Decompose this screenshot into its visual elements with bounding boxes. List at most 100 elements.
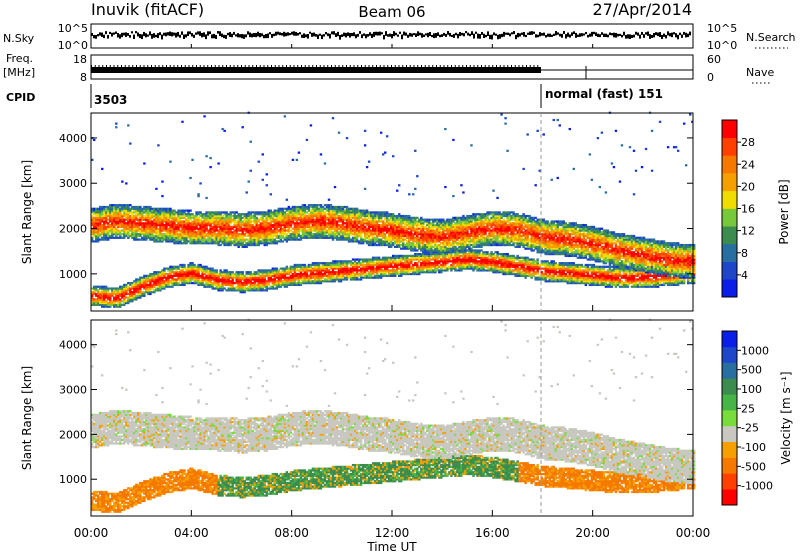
power-cell: [149, 292, 152, 296]
power-cell: [309, 124, 313, 127]
power-cell: [141, 276, 144, 279]
power-cell: [195, 278, 198, 281]
power-cell: [157, 218, 160, 221]
power-cell: [175, 236, 178, 239]
power-cell: [111, 218, 114, 221]
nsky-mark: [461, 32, 463, 36]
power-cell: [97, 229, 100, 232]
power-cell: [227, 240, 230, 243]
power-cell: [195, 282, 198, 285]
power-cell: [195, 216, 198, 219]
nsky-mark: [401, 34, 403, 40]
power-cell: [219, 240, 222, 243]
power-cell: [149, 227, 152, 230]
power-cell: [167, 236, 170, 239]
power-cell: [155, 227, 158, 230]
power-cell: [396, 189, 399, 192]
power-cell: [207, 272, 210, 276]
nsky-mark: [167, 32, 169, 36]
power-cell: [133, 216, 136, 219]
power-cell: [117, 233, 120, 236]
power-cell: [203, 272, 206, 276]
power-cell: [201, 240, 204, 243]
power-cell: [147, 233, 150, 236]
power-cell: [125, 227, 128, 230]
power-cell: [211, 271, 214, 274]
power-cell: [125, 300, 128, 303]
power-cell: [209, 269, 212, 272]
power-cell: [117, 305, 120, 308]
freq-tick: [387, 65, 389, 67]
nave-tick-bottom: 0: [707, 71, 714, 84]
nsky-mark: [435, 33, 437, 38]
power-cell: [167, 280, 170, 283]
power-cell: [219, 222, 222, 225]
power-cell: [179, 211, 182, 214]
nsky-mark: [337, 31, 339, 37]
power-cell: [157, 283, 160, 287]
freq-tick: [361, 65, 362, 67]
power-cell: [183, 267, 186, 270]
power-cell: [95, 234, 98, 238]
power-cell: [167, 269, 170, 272]
nsky-mark: [517, 32, 519, 38]
power-cell: [219, 269, 222, 272]
power-cell: [199, 227, 202, 230]
power-cell: [135, 233, 138, 236]
nsky-mark: [621, 34, 623, 38]
power-cell: [233, 220, 236, 223]
power-cell: [113, 236, 116, 239]
power-cell: [199, 280, 202, 283]
power-cell: [223, 220, 226, 223]
power-cell: [97, 300, 100, 303]
power-cell: [187, 234, 190, 238]
power-cell: [187, 216, 190, 219]
power-cell: [239, 272, 242, 276]
power-cell: [117, 225, 120, 229]
power-cell: [107, 305, 110, 308]
power-cell: [171, 224, 174, 227]
power-cell: [135, 229, 138, 232]
power-cell: [197, 224, 200, 227]
freq-tick: [184, 65, 186, 67]
power-cell: [163, 280, 166, 283]
power-cell: [181, 234, 184, 238]
freq-tick: [484, 65, 486, 67]
power-cell: [187, 265, 190, 268]
power-cell: [233, 233, 236, 236]
power-cell: [123, 298, 126, 301]
nsky-mark: [155, 34, 157, 38]
power-cell: [109, 305, 112, 308]
power-cell: [185, 224, 188, 227]
power-cell: [221, 271, 224, 274]
power-cell: [137, 289, 140, 292]
power-cell: [155, 283, 158, 287]
power-cell: [109, 220, 112, 223]
power-cell: [161, 216, 164, 219]
freq-tick: [417, 65, 419, 67]
power-cell: [91, 220, 94, 223]
power-cell: [199, 218, 202, 221]
power-cell: [215, 283, 218, 287]
power-cell: [189, 263, 192, 267]
power-cell: [107, 291, 110, 294]
power-cell: [169, 231, 172, 234]
power-cell: [117, 301, 120, 305]
power-cell: [149, 285, 152, 288]
power-cell: [297, 151, 301, 154]
power-cell: [91, 303, 94, 306]
power-cell: [139, 216, 142, 219]
power-cell: [177, 209, 180, 212]
power-cell: [177, 271, 180, 274]
power-cell: [123, 220, 126, 223]
power-cell: [113, 298, 116, 301]
power-cell: [159, 240, 162, 243]
nsky-mark: [657, 32, 659, 37]
power-cell: [177, 233, 180, 236]
power-cell: [137, 220, 140, 223]
power-cell: [103, 220, 106, 223]
power-cell: [155, 271, 158, 274]
power-cell: [171, 274, 174, 277]
power-cell: [101, 209, 104, 212]
power-cell: [113, 204, 116, 207]
